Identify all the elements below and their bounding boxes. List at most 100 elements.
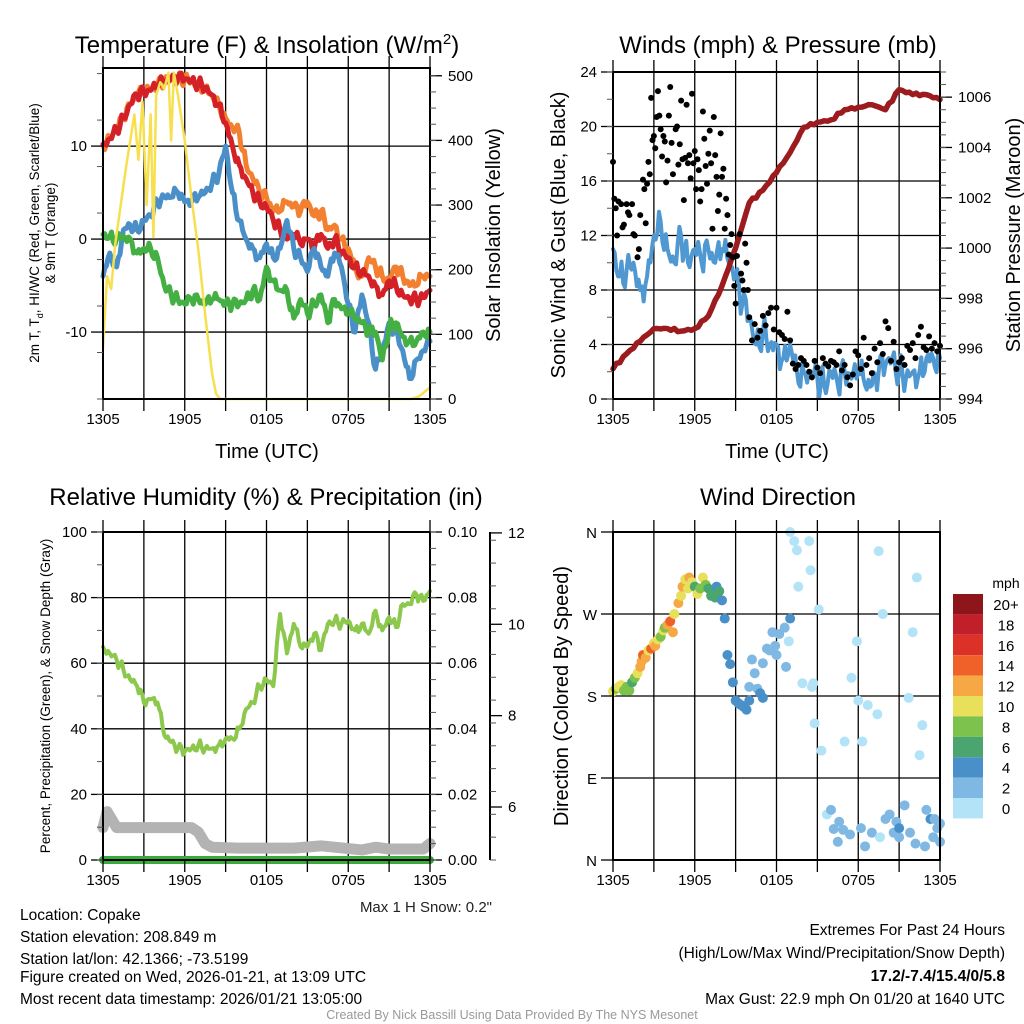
gust-point	[702, 163, 709, 170]
temperature-y-axis-label: 2m T, Td, HI/WC (Red, Green, Scarlet/Blu…	[27, 103, 45, 363]
y-tick-label: -10	[65, 324, 87, 341]
gust-point	[838, 367, 845, 374]
gust-point	[868, 370, 875, 377]
gust-point	[629, 201, 636, 208]
gust-point	[728, 231, 735, 238]
direction-point	[894, 832, 905, 843]
gust-point	[731, 282, 738, 289]
y-tick-label: 0.02	[448, 786, 477, 803]
series-line-hi-wc	[100, 143, 433, 382]
gust-point	[644, 180, 651, 187]
gust-point	[612, 205, 619, 212]
direction-point	[920, 841, 931, 852]
station-location: Location: Copake	[20, 907, 141, 924]
y-tick-label: 0.08	[448, 590, 477, 607]
gust-point	[648, 94, 655, 101]
temperature-panel: Temperature (F) & Insolation (W/m2) 1305…	[27, 31, 505, 463]
direction-point	[714, 586, 725, 597]
gust-point	[668, 139, 675, 146]
gust-point	[893, 366, 900, 373]
colorbar-swatch	[953, 594, 983, 615]
direction-point	[789, 536, 800, 547]
gust-point	[866, 355, 873, 362]
direction-point	[816, 745, 827, 756]
direction-points	[608, 527, 945, 852]
direction-point	[853, 695, 864, 706]
gust-point	[923, 346, 930, 353]
gust-point	[701, 135, 708, 142]
y-tick-label: 24	[580, 64, 597, 81]
gust-point	[712, 152, 719, 159]
colorbar-label: 18	[998, 617, 1015, 634]
gust-point	[719, 173, 725, 180]
gust-point	[720, 165, 727, 172]
direction-point	[855, 823, 866, 834]
gust-point	[678, 97, 685, 104]
gust-point	[748, 337, 755, 344]
gust-point	[757, 327, 764, 334]
y-tick-label: 0	[79, 231, 87, 248]
y-tick-label: 8	[508, 708, 516, 725]
gust-point	[656, 112, 663, 119]
x-tick-label: 1305	[86, 872, 119, 889]
gust-point	[698, 186, 705, 193]
colorbar-swatch	[953, 696, 983, 717]
colorbar-swatch	[953, 798, 983, 819]
direction-point	[727, 677, 738, 688]
gust-point	[907, 346, 914, 353]
series-line-solar-insolation	[101, 71, 432, 401]
gust-point	[614, 232, 621, 239]
colorbar-swatch	[953, 675, 983, 696]
y-tick-label: 1000	[958, 240, 991, 257]
gust-point	[680, 197, 687, 204]
gust-point	[675, 161, 682, 168]
direction-point	[667, 627, 678, 638]
gust-point	[674, 123, 681, 130]
direction-point	[839, 736, 850, 747]
gust-point	[709, 225, 716, 232]
gust-point	[808, 374, 815, 381]
direction-point	[914, 750, 925, 761]
direction-point	[744, 681, 755, 692]
gust-point	[716, 191, 723, 198]
gust-point	[833, 361, 840, 368]
x-tick-label: 0705	[842, 872, 875, 889]
x-tick-label: 1305	[413, 411, 446, 428]
gust-point	[836, 348, 843, 355]
gust-point	[909, 340, 916, 347]
max-snow-annotation: Max 1 H Snow: 0.2"	[360, 899, 492, 916]
gust-point	[652, 145, 659, 152]
y-tick-label: 6	[508, 799, 516, 816]
direction-ticks: 1305 1905 0105 0705 1305 N W S E N	[583, 520, 957, 889]
gust-point	[684, 160, 691, 167]
gust-point	[717, 130, 724, 137]
gust-point	[704, 180, 711, 187]
direction-point	[757, 658, 768, 669]
colorbar-swatch	[953, 634, 983, 656]
colorbar-label: 16	[998, 638, 1015, 655]
direction-point	[669, 609, 680, 619]
y-tick-label: 0.04	[448, 721, 477, 738]
series-line-snow-depth	[97, 806, 436, 856]
gust-point	[639, 176, 646, 183]
direction-point	[828, 824, 839, 835]
x-tick-label: 1305	[596, 411, 629, 428]
gust-point	[650, 133, 657, 140]
direction-y-axis-label: Direction (Colored By Speed)	[551, 566, 573, 826]
gust-point	[626, 212, 633, 219]
gust-point	[814, 364, 821, 371]
temperature-x-axis-label: Time (UTC)	[215, 441, 319, 463]
gust-point	[691, 148, 698, 155]
humidity-y-axis-label: Percent, Precipitation (Green), & Snow D…	[38, 539, 53, 853]
gust-point	[721, 225, 728, 232]
gust-point	[762, 322, 769, 329]
direction-point	[872, 709, 883, 720]
direction-point	[793, 581, 804, 592]
direction-point	[779, 622, 790, 633]
gust-point	[744, 287, 751, 293]
gust-point	[623, 201, 630, 208]
extremes-subheading: (High/Low/Max Wind/Precipitation/Snow De…	[679, 945, 1006, 962]
gust-point	[642, 220, 649, 227]
gust-point	[733, 252, 740, 259]
station-latlon: Station lat/lon: 42.1366; -73.5199	[20, 951, 248, 968]
